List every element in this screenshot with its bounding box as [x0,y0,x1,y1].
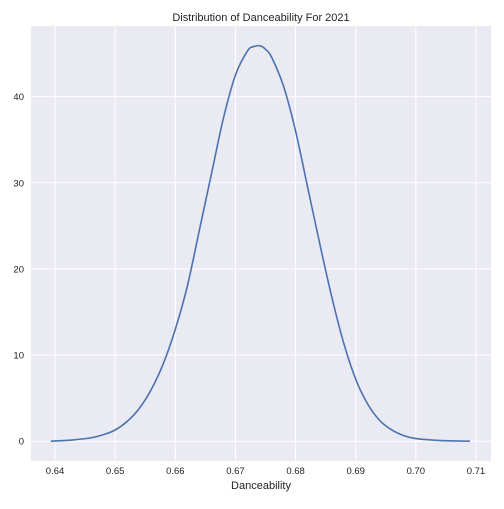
density-line [50,44,470,442]
x-axis-title: Danceability [231,480,291,492]
plot-area [31,26,491,461]
x-tick-label: 0.68 [286,466,305,477]
x-tick-label: 0.65 [106,466,125,477]
y-tick-label: 40 [13,92,24,103]
x-tick-label: 0.69 [346,466,365,477]
gridlines [31,26,491,461]
chart-title: Distribution of Danceability For 2021 [172,12,349,24]
x-tick-label: 0.67 [226,466,245,477]
y-tick-label: 10 [13,351,24,362]
x-tick-label: 0.70 [407,466,426,477]
y-tick-label: 30 [13,178,24,189]
x-tick-label: 0.71 [467,466,486,477]
x-tick-label: 0.64 [46,466,65,477]
tick-labels: 0.64 0.65 0.66 0.67 0.68 0.69 0.70 0.71 0 10 20 30 4… [13,92,485,477]
series-layer [50,44,470,442]
x-tick-label: 0.66 [166,466,185,477]
y-tick-label: 20 [13,264,24,275]
y-tick-label: 0 [19,437,24,448]
